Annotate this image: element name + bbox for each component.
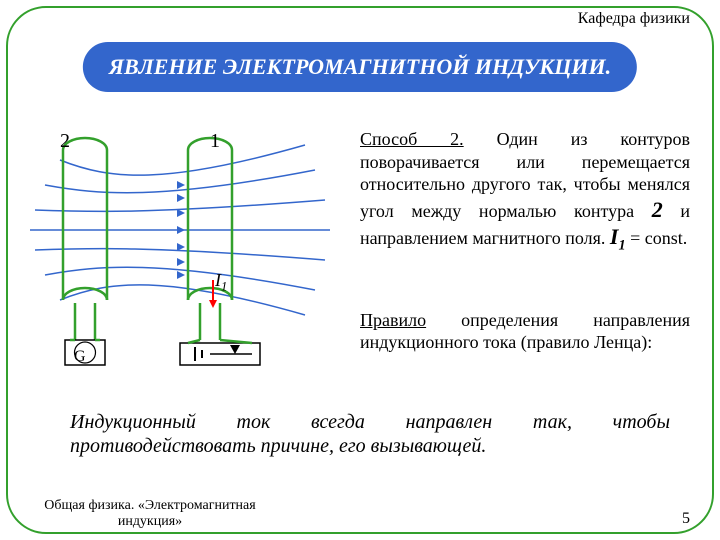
page-number: 5 (682, 510, 690, 528)
coil-2-inline: 2 (652, 197, 663, 222)
lenz-rule-statement: Индукционный ток всегда направлен так, ч… (70, 410, 670, 458)
method-description: Способ 2. Один из контуров поворачиваетс… (360, 128, 690, 255)
i1-inline: I1 (610, 224, 626, 249)
slide-title: ЯВЛЕНИЕ ЭЛЕКТРОМАГНИТНОЙ ИНДУКЦИИ. (83, 42, 637, 92)
coil-2-label: 2 (60, 130, 70, 153)
department-label: Кафедра физики (578, 10, 690, 28)
const-text: = const. (626, 228, 688, 248)
current-subscript: 1 (221, 280, 227, 294)
current-label: I1 (215, 270, 227, 295)
footer-text: Общая физика. «Электромагнитная индукция… (25, 498, 275, 530)
lenz-rule-heading: Правило определения направления индукцио… (360, 310, 690, 353)
galvanometer-label: G (74, 348, 86, 366)
method-heading: Способ 2. (360, 129, 464, 149)
coil-1-label: 1 (210, 130, 220, 153)
